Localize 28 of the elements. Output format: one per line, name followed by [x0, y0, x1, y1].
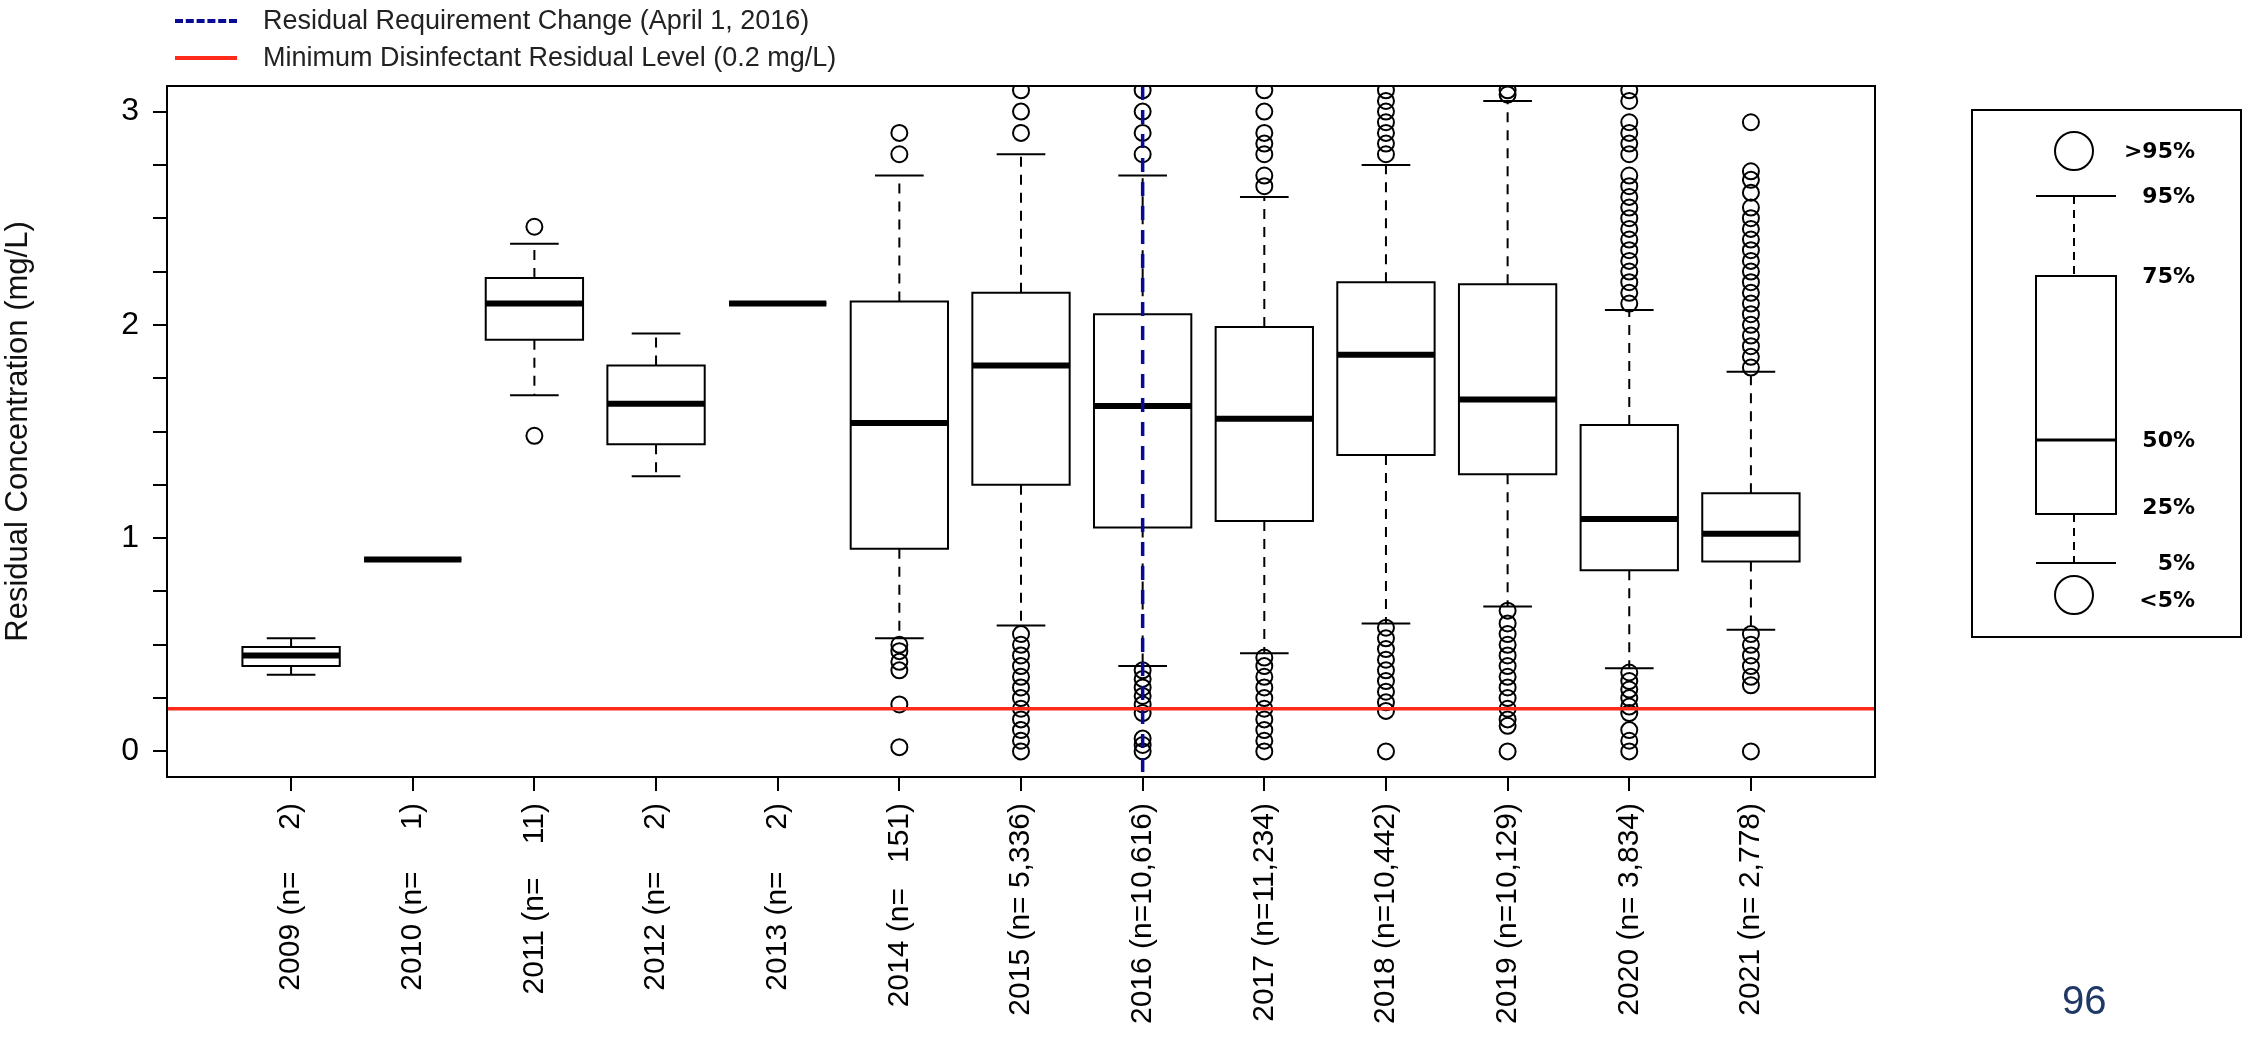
x-tick-label: 2011 (n= 11) [515, 803, 549, 995]
x-tick-label: 2013 (n= 2) [758, 803, 792, 991]
text: 5% [2157, 549, 2195, 577]
text: >95% [2123, 137, 2195, 165]
x-tick-label: 2014 (n= 151) [880, 803, 914, 1008]
x-tick-label: 2020 (n= 3,834) [1610, 803, 1644, 1016]
y-tick-label: 1 [121, 517, 139, 554]
y-tick-label: 3 [121, 91, 139, 128]
text: 95% [2142, 182, 2195, 210]
text: 75% [2142, 262, 2195, 290]
x-tick-label: 2016 (n=10,616) [1123, 803, 1157, 1025]
text: <5% [2139, 586, 2195, 614]
x-tick-label: 2017 (n=11,234) [1245, 803, 1279, 1022]
y-tick-label: 0 [121, 731, 139, 768]
y-axis-title: Residual Concentration (mg/L) [0, 221, 35, 642]
text: 25% [2142, 493, 2195, 521]
x-tick-label: 2018 (n=10,442) [1367, 803, 1401, 1025]
x-tick-label: 2010 (n= 1) [394, 803, 427, 991]
x-tick-label: 2015 (n= 5,336) [1002, 803, 1036, 1016]
text: 50% [2142, 426, 2195, 454]
x-tick-label: 2012 (n= 2) [637, 803, 671, 991]
x-tick-label: 2021 (n= 2,778) [1732, 803, 1766, 1016]
legend-label: Minimum Disinfectant Residual Level (0.2 mg/L) [263, 42, 837, 73]
y-tick-label: 2 [121, 304, 139, 341]
text: 96 [2062, 978, 2107, 1023]
x-tick-label: 2009 (n= 2) [272, 803, 306, 991]
x-tick-label: 2019 (n=10,129) [1488, 803, 1522, 1025]
legend-label: Residual Requirement Change (April 1, 2016) [263, 5, 810, 36]
